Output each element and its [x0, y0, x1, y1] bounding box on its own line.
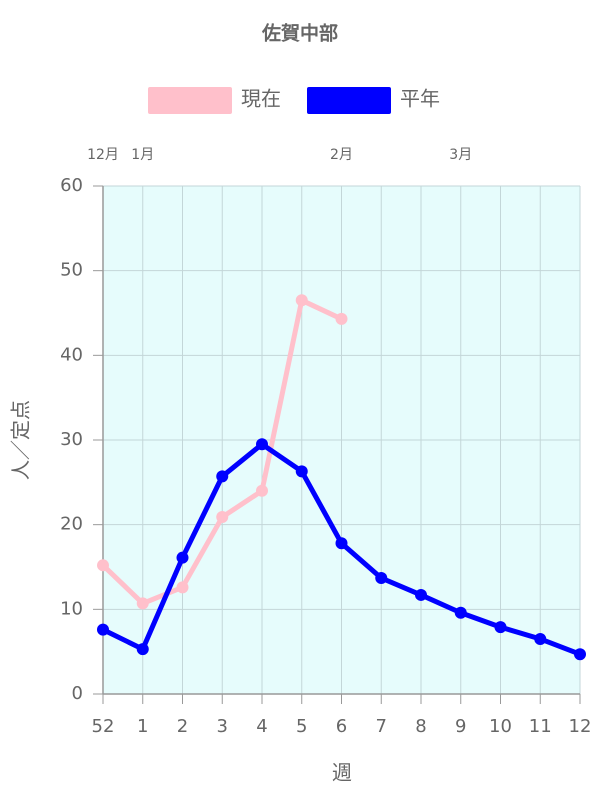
- data-point: [136, 597, 149, 610]
- data-point: [176, 581, 189, 594]
- y-tick-label: 0: [72, 683, 83, 704]
- x-tick-label: 12: [569, 716, 592, 737]
- x-tick-label: 9: [455, 716, 466, 737]
- data-point: [256, 438, 268, 451]
- x-tick-label: 11: [529, 716, 552, 737]
- data-point: [494, 621, 507, 634]
- data-point: [97, 623, 109, 636]
- x-tick-label: 7: [376, 716, 387, 737]
- legend-swatch: [148, 87, 232, 114]
- data-point: [216, 511, 229, 524]
- legend-swatch: [307, 87, 391, 114]
- data-point: [454, 606, 467, 619]
- y-tick-label: 10: [60, 598, 83, 619]
- x-tick-label: 2: [177, 716, 188, 737]
- x-tick-label: 1: [137, 716, 148, 737]
- x-tick-label: 3: [217, 716, 228, 737]
- data-point: [574, 648, 586, 661]
- top-axis-label: 3月: [449, 147, 472, 163]
- data-point: [335, 537, 348, 550]
- x-tick-label: 5: [296, 716, 307, 737]
- legend-label: 平年: [400, 87, 440, 111]
- x-tick-label: 10: [489, 716, 512, 737]
- top-axis-label: 12月: [87, 147, 119, 163]
- y-tick-label: 60: [60, 175, 83, 196]
- data-point: [216, 470, 229, 483]
- x-tick-label: 4: [256, 716, 267, 737]
- data-point: [534, 632, 547, 645]
- top-axis-label: 2月: [330, 147, 353, 163]
- data-point: [295, 294, 308, 307]
- data-point: [295, 465, 308, 478]
- legend-label: 現在: [241, 87, 281, 111]
- data-point: [136, 643, 149, 656]
- y-tick-label: 50: [60, 260, 83, 281]
- x-tick-label: 8: [415, 716, 426, 737]
- data-point: [335, 312, 348, 325]
- top-axis-label: 1月: [131, 147, 154, 163]
- data-point: [176, 551, 189, 564]
- data-point: [415, 588, 427, 601]
- data-point: [256, 484, 268, 497]
- chart-title: 佐賀中部: [261, 22, 338, 45]
- y-tick-label: 20: [60, 514, 83, 535]
- data-point: [375, 572, 388, 585]
- y-axis-label: 人／定点: [9, 400, 33, 480]
- x-axis-label: 週: [332, 761, 352, 785]
- y-tick-label: 40: [60, 344, 83, 365]
- y-tick-label: 30: [60, 429, 83, 450]
- x-tick-label: 6: [336, 716, 347, 737]
- data-point: [97, 559, 109, 572]
- x-tick-label: 52: [92, 716, 115, 737]
